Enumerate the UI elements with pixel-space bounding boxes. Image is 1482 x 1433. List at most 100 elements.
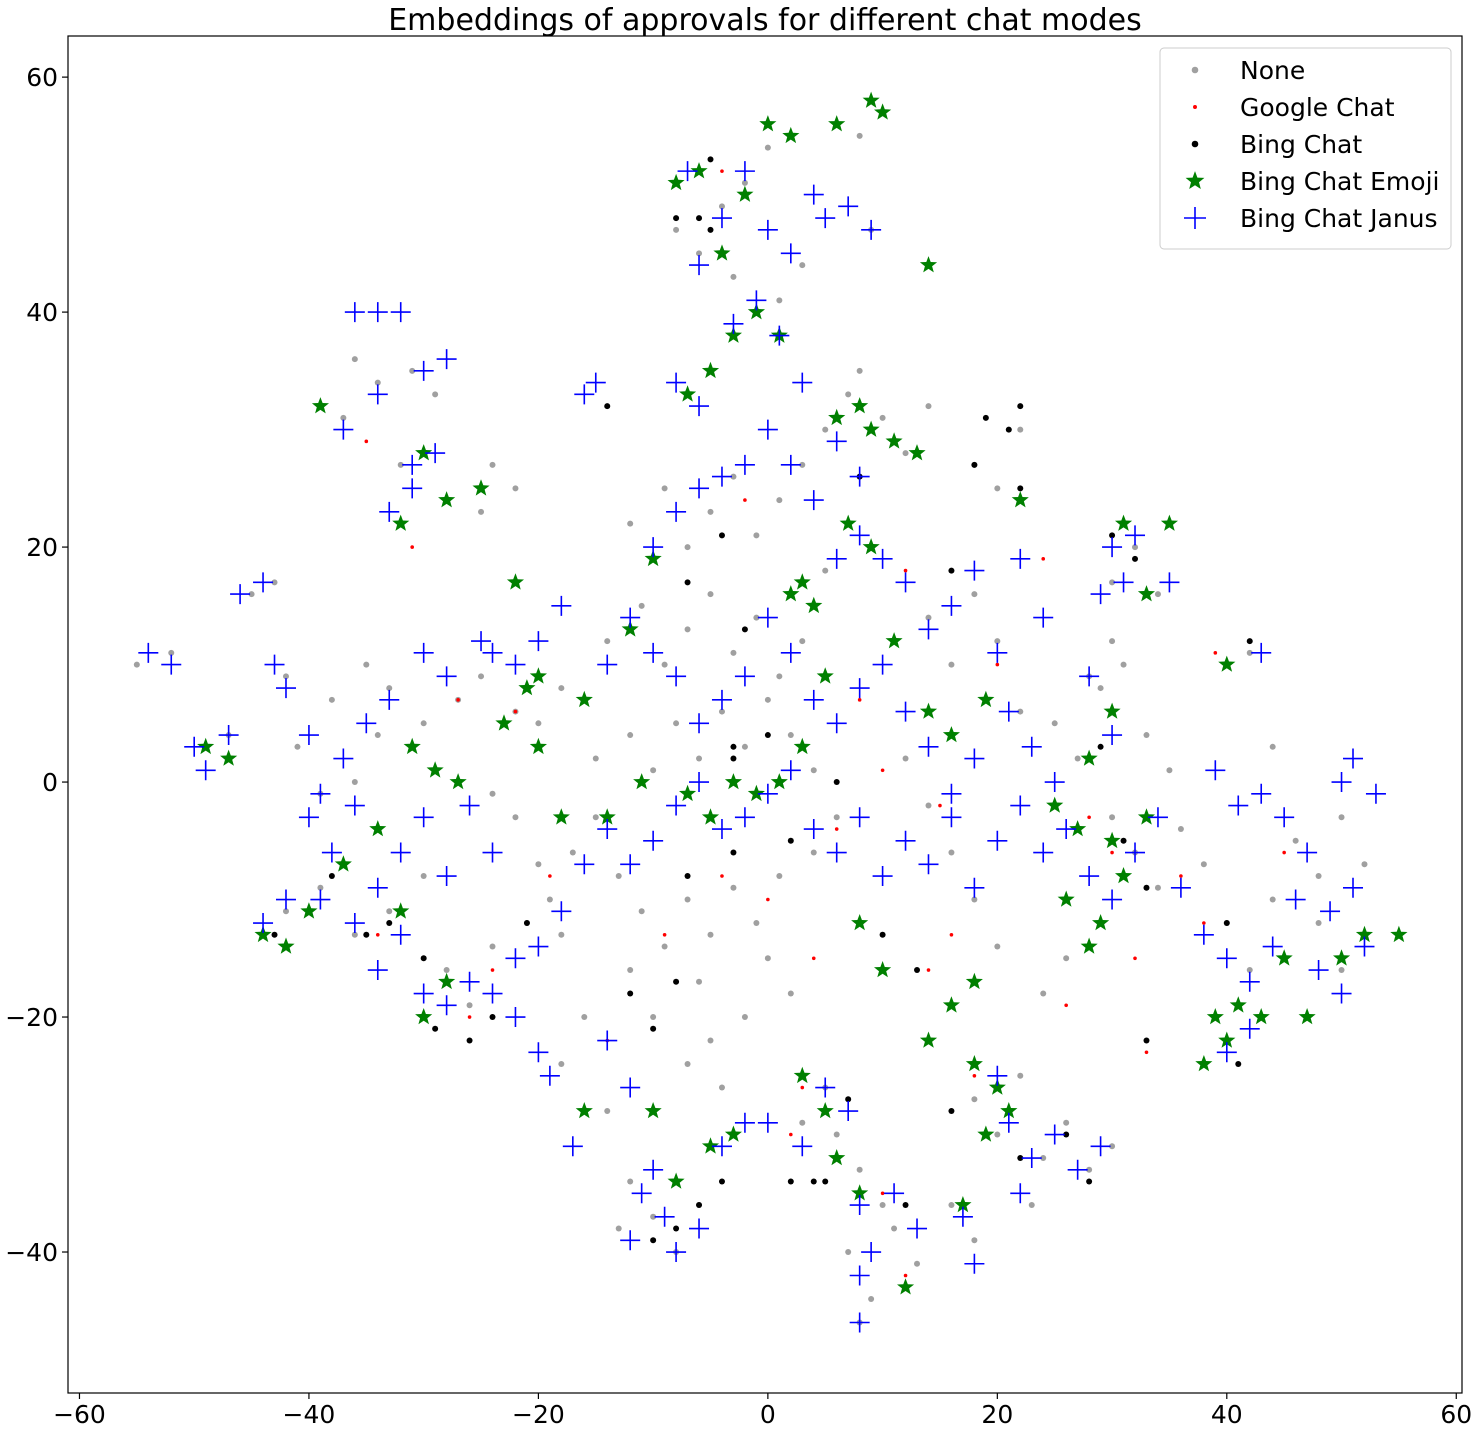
data-point: [815, 208, 836, 229]
data-point: [1067, 1159, 1088, 1180]
data-point: [1223, 920, 1230, 927]
data-point: [513, 709, 518, 714]
data-point: [879, 1202, 886, 1209]
data-point: [757, 419, 778, 440]
y-axis: −40 −20 0 20 40 60: [5, 63, 68, 1267]
data-point: [1298, 1008, 1316, 1025]
data-point: [643, 1159, 664, 1180]
data-point: [478, 508, 485, 515]
data-point: [782, 126, 800, 144]
data-point: [724, 1125, 742, 1142]
data-point: [684, 579, 691, 586]
data-point: [849, 807, 870, 828]
data-point: [539, 1065, 560, 1086]
data-point: [666, 1242, 687, 1263]
data-point: [689, 772, 710, 793]
data-point: [489, 943, 496, 950]
data-point: [574, 384, 595, 405]
data-point: [684, 1061, 691, 1068]
data-point: [994, 943, 1001, 950]
data-point: [684, 873, 691, 880]
data-point: [443, 967, 450, 974]
data-point: [317, 884, 324, 891]
data-point: [1040, 990, 1047, 997]
data-point: [730, 649, 737, 656]
data-point: [650, 1025, 657, 1032]
data-point: [1216, 1042, 1237, 1063]
data-point: [661, 661, 668, 668]
data-point: [1179, 874, 1183, 878]
data-point: [667, 173, 685, 191]
data-point: [815, 1077, 836, 1098]
data-point: [1133, 956, 1137, 961]
data-point: [363, 931, 370, 938]
data-point: [718, 1178, 725, 1185]
data-point: [271, 579, 278, 586]
data-point: [598, 808, 616, 825]
data-point: [941, 595, 962, 616]
data-point: [264, 654, 285, 675]
data-point: [627, 520, 634, 527]
data-point: [689, 1218, 710, 1239]
y-tick-label: −40: [5, 1238, 58, 1267]
data-point: [919, 1031, 938, 1048]
data-point: [677, 161, 698, 182]
data-point: [1115, 867, 1133, 884]
data-point: [734, 161, 755, 182]
data-point: [548, 874, 552, 878]
data-point: [845, 1096, 852, 1103]
data-point: [780, 642, 801, 663]
data-point: [811, 956, 816, 961]
data-point: [684, 544, 691, 551]
data-point: [1046, 796, 1064, 813]
data-point: [1132, 544, 1139, 551]
data-point: [413, 983, 434, 1004]
data-point: [489, 1014, 496, 1021]
series-bing-chat-janus: [138, 161, 1386, 1333]
data-point: [908, 444, 926, 461]
data-point: [673, 1225, 680, 1232]
data-point: [356, 713, 377, 734]
data-point: [696, 1202, 703, 1209]
data-point: [1137, 808, 1155, 825]
x-tick-label: 60: [1440, 1400, 1472, 1429]
series-bing-chat: [271, 156, 1253, 1244]
data-point: [621, 620, 639, 637]
data-point: [707, 1037, 714, 1044]
data-point: [275, 889, 296, 910]
data-point: [759, 115, 777, 132]
data-point: [679, 385, 697, 402]
data-point: [684, 626, 691, 633]
data-point: [604, 638, 611, 645]
data-point: [826, 431, 847, 452]
data-point: [415, 1008, 433, 1025]
data-point: [420, 720, 427, 727]
data-point: [1154, 884, 1161, 891]
data-point: [409, 367, 416, 374]
data-point: [1320, 901, 1341, 922]
data-point: [633, 773, 651, 790]
data-point: [426, 761, 444, 778]
data-point: [432, 391, 439, 398]
data-point: [1251, 642, 1272, 663]
data-point: [666, 372, 687, 393]
data-point: [851, 397, 869, 414]
data-point: [747, 784, 765, 802]
data-point: [884, 1183, 905, 1204]
data-point: [753, 532, 760, 539]
data-point: [1143, 732, 1150, 739]
data-point: [998, 1112, 1019, 1133]
data-point: [838, 1101, 859, 1122]
data-point: [826, 548, 847, 569]
data-point: [333, 748, 354, 769]
data-point: [701, 361, 720, 379]
data-point: [1102, 889, 1123, 910]
data-point: [253, 913, 274, 934]
data-point: [597, 819, 618, 840]
data-point: [845, 1249, 852, 1256]
data-point: [1343, 877, 1363, 898]
data-point: [282, 908, 289, 915]
data-point: [551, 901, 572, 922]
data-point: [696, 250, 703, 257]
